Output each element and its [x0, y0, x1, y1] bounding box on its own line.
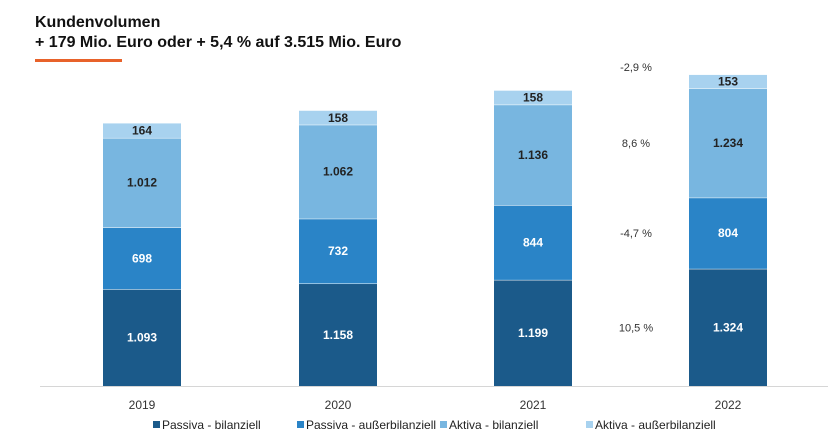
chart-subtitle: + 179 Mio. Euro oder + 5,4 % auf 3.515 M…: [35, 34, 402, 51]
change-annotation: 10,5 %: [619, 322, 653, 334]
change-annotation: -2,9 %: [620, 62, 652, 74]
bar-value-label: 1.062: [323, 165, 353, 179]
x-tick-label: 2021: [520, 398, 547, 412]
bar-value-label: 158: [328, 111, 348, 125]
bar-segment: [299, 110, 377, 125]
legend-swatch: [153, 421, 160, 428]
bar-segment: [494, 279, 572, 386]
bar-value-label: 1.093: [127, 331, 157, 345]
chart-title-block: Kundenvolumen + 179 Mio. Euro oder + 5,4…: [35, 13, 401, 53]
bar-value-label: 158: [523, 91, 543, 105]
bar-value-label: 698: [132, 251, 152, 265]
bar-value-label: 1.234: [713, 136, 743, 150]
bar-segment: [494, 205, 572, 280]
bar-segment: [103, 289, 181, 386]
bar-segment: [299, 218, 377, 284]
bar-segment: [299, 124, 377, 219]
bar-value-label: 1.012: [127, 176, 157, 190]
bar-value-label: 732: [328, 244, 348, 258]
bar-segment: [494, 104, 572, 206]
change-annotation: -4,7 %: [620, 228, 652, 240]
bar-segment: [689, 268, 767, 386]
change-annotations: 10,5 % -4,7 % 8,6 % -2,9 %: [619, 62, 653, 334]
legend-label: Passiva - bilanziell: [162, 418, 261, 432]
bar-segment: [103, 137, 181, 228]
bar-value-label: 1.199: [518, 326, 548, 340]
bars-group: 1.093 698 1.012 164 1.158 732 1.062 158 1.199 844…: [103, 75, 767, 386]
bar-value-label: 153: [718, 75, 738, 89]
legend-swatch: [586, 421, 593, 428]
bar-value-label: 164: [132, 124, 152, 138]
legend-label: Aktiva - außerbilanziell: [595, 418, 716, 432]
bar-value-label: 1.158: [323, 328, 353, 342]
bar-value-label: 1.324: [713, 320, 743, 334]
legend-label: Passiva - außerbilanziell: [306, 418, 436, 432]
chart-title: Kundenvolumen: [35, 14, 161, 31]
bar-segment: [299, 283, 377, 386]
bar-segment: [103, 227, 181, 290]
bar-segment: [689, 88, 767, 198]
bar-value-label: 804: [718, 226, 738, 240]
title-accent-underline: [35, 59, 122, 62]
x-tick-labels: 2019 2020 2021 2022: [129, 398, 742, 412]
legend-swatch: [297, 421, 304, 428]
x-tick-label: 2022: [715, 398, 742, 412]
bar-segment: [103, 123, 181, 138]
legend-label: Aktiva - bilanziell: [449, 418, 538, 432]
legend-swatch: [440, 421, 447, 428]
bar-segment: [689, 197, 767, 269]
x-tick-label: 2020: [325, 398, 352, 412]
bar-value-label: 1.136: [518, 148, 548, 162]
bar-value-label: 844: [523, 236, 543, 250]
bar-segment: [689, 74, 767, 89]
bar-segment: [494, 90, 572, 105]
legend: Passiva - bilanziell Passiva - außerbilan…: [153, 418, 716, 432]
x-tick-label: 2019: [129, 398, 156, 412]
change-annotation: 8,6 %: [622, 138, 650, 150]
